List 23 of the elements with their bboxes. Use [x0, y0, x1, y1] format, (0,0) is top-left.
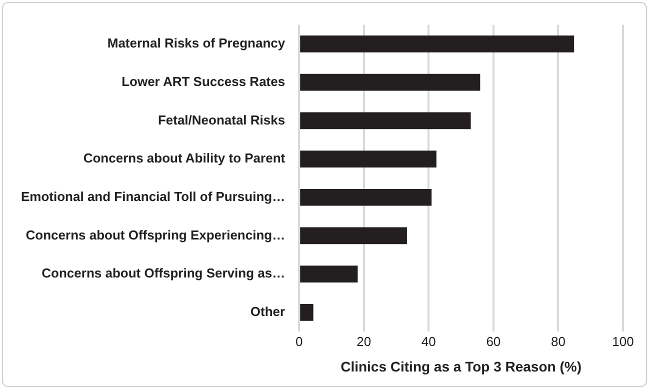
y-tick-label: Lower ART Success Rates [122, 74, 286, 89]
x-tick-label: 100 [612, 334, 634, 349]
x-tick-label: 40 [421, 334, 436, 349]
y-tick-label: Fetal/Neonatal Risks [158, 112, 286, 128]
y-tick-label: Concerns about Offspring Experiencing… [26, 227, 286, 242]
y-tick-label: Other [250, 304, 286, 320]
bar [300, 266, 358, 283]
y-tick-label: Maternal Risks of Pregnancy [107, 36, 286, 51]
bar [300, 112, 471, 130]
bar [300, 304, 314, 321]
x-tick-label: 60 [486, 334, 501, 349]
bar [300, 36, 574, 52]
x-tick-label: 80 [550, 334, 566, 349]
bar [300, 150, 436, 168]
y-tick-label: Concerns about Ability to Parent [83, 150, 286, 166]
y-tick-label: Concerns about Offspring Serving as… [42, 266, 286, 281]
y-tick-label: Emotional and Financial Toll of Pursuing… [20, 188, 286, 204]
bar [300, 74, 480, 91]
bar [300, 188, 432, 206]
x-axis-title: Clinics Citing as a Top 3 Reason (%) [340, 358, 582, 374]
bar [300, 227, 407, 244]
x-tick-label: 0 [295, 334, 303, 349]
x-tick-label: 20 [356, 334, 372, 349]
